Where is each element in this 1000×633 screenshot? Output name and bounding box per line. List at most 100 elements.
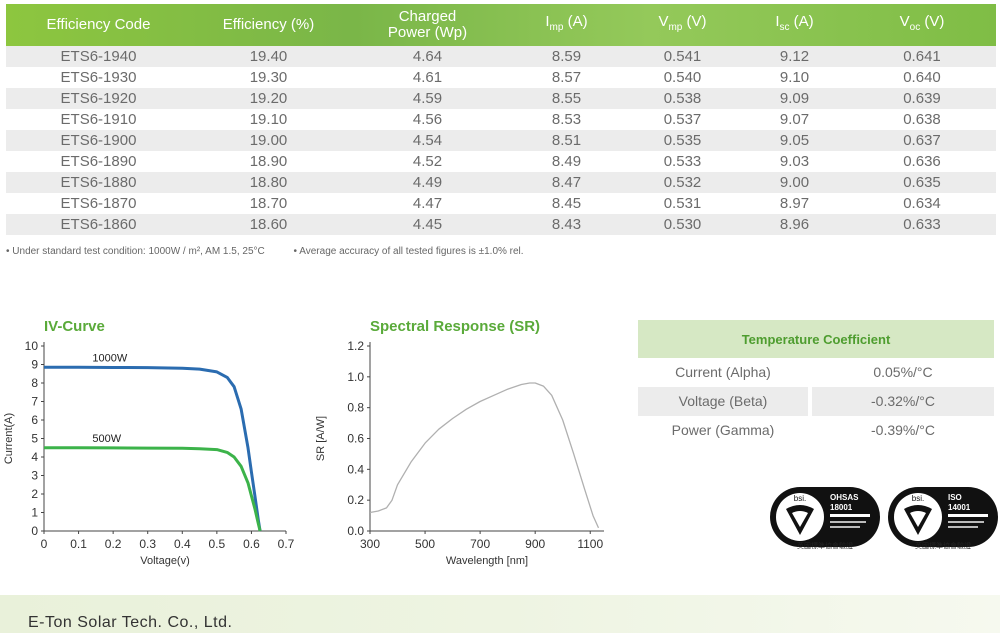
table-row: ETS6-1880 18.80 4.49 8.47 0.532 9.00 0.635	[6, 172, 996, 193]
temp-value-voltage: -0.32%/°C	[812, 387, 994, 416]
sr-chart-title: Spectral Response (SR)	[370, 318, 541, 335]
y-tick-label: 0	[31, 524, 38, 538]
y-tick-label: 10	[25, 339, 39, 353]
cell-voc: 0.637	[903, 132, 941, 149]
company-name: E-Ton Solar Tech. Co., Ltd.	[28, 614, 233, 631]
cell-isc: 9.09	[779, 90, 810, 107]
x-axis-label: Wavelength [nm]	[446, 555, 528, 567]
cell-isc: 9.07	[779, 111, 810, 128]
temp-label-voltage: Voltage (Beta)	[638, 387, 808, 416]
header-isc-unit: (A)	[789, 13, 814, 30]
ohsas-number: 18001	[830, 503, 853, 512]
series-line-1	[44, 446, 262, 532]
iso-number: 14001	[948, 503, 971, 512]
cell-efficiency-code: ETS6-1930	[60, 69, 137, 86]
x-axis-label: Voltage(v)	[140, 555, 190, 567]
bsi-caption-1: 英國標準協會驗證	[797, 543, 853, 550]
cell-imp: 8.45	[551, 195, 582, 212]
bsi-ohsas-badge: bsi. OHSAS 18001	[770, 487, 880, 547]
spec-table: Efficiency Code Efficiency (%) Charged P…	[6, 4, 996, 235]
table-row: ETS6-1870 18.70 4.47 8.45 0.531 8.97 0.634	[6, 193, 996, 214]
cell-imp: 8.49	[551, 153, 582, 170]
x-tick-label: 0.4	[174, 537, 191, 551]
cell-vmp: 0.540	[663, 69, 702, 86]
header-isc-sym: I	[775, 13, 780, 30]
cell-charged-power: 4.59	[412, 90, 443, 107]
cell-efficiency: 19.40	[249, 48, 288, 65]
table-row: ETS6-1890 18.90 4.52 8.49 0.533 9.03 0.636	[6, 151, 996, 172]
cell-vmp: 0.532	[663, 174, 702, 191]
x-tick-label: 0.1	[70, 537, 87, 551]
table-row: ETS6-1930 19.30 4.61 8.57 0.540 9.10 0.640	[6, 67, 996, 88]
cell-charged-power: 4.52	[412, 153, 443, 170]
bsi-caption-2: 英國標準協會驗證	[915, 543, 971, 550]
cell-efficiency-code: ETS6-1890	[60, 153, 137, 170]
temp-label-current: Current (Alpha)	[675, 364, 771, 380]
table-row: ETS6-1920 19.20 4.59 8.55 0.538 9.09 0.639	[6, 88, 996, 109]
temp-value-current: 0.05%/°C	[873, 364, 933, 380]
y-tick-label: 7	[31, 395, 38, 409]
header-imp-sym: I	[545, 13, 550, 30]
x-tick-label: 0.7	[278, 537, 295, 551]
cell-charged-power: 4.45	[412, 216, 443, 233]
cell-isc: 9.10	[779, 69, 810, 86]
cell-charged-power: 4.56	[412, 111, 443, 128]
cell-efficiency: 19.00	[249, 132, 288, 149]
cell-voc: 0.641	[903, 48, 941, 65]
x-tick-label: 300	[360, 537, 380, 551]
cell-voc: 0.635	[903, 174, 941, 191]
header-charged-power: Charged Power (Wp)	[346, 9, 509, 41]
x-tick-label: 500	[415, 537, 435, 551]
header-isc: Isc (A)	[741, 14, 848, 36]
cell-voc: 0.640	[903, 69, 941, 86]
cell-imp: 8.53	[551, 111, 582, 128]
y-tick-label: 1.2	[347, 339, 364, 353]
temp-row-current: Current (Alpha) 0.05%/°C	[638, 358, 994, 387]
y-tick-label: 0.2	[347, 493, 364, 507]
header-voc-unit: (V)	[920, 13, 945, 30]
x-tick-label: 0.2	[105, 537, 122, 551]
iv-chart-title: IV-Curve	[44, 318, 105, 335]
cell-vmp: 0.531	[663, 195, 702, 212]
ohsas-standard: OHSAS	[830, 493, 859, 502]
table-row: ETS6-1910 19.10 4.56 8.53 0.537 9.07 0.638	[6, 109, 996, 130]
bsi-iso-badge: bsi. ISO 14001	[888, 487, 998, 547]
header-vmp-sym: V	[658, 13, 669, 30]
cell-imp: 8.55	[551, 90, 582, 107]
cell-isc: 9.03	[779, 153, 810, 170]
cell-imp: 8.43	[551, 216, 582, 233]
cell-imp: 8.47	[551, 174, 582, 191]
cell-isc: 9.05	[779, 132, 810, 149]
spec-table-header: Efficiency Code Efficiency (%) Charged P…	[6, 4, 996, 46]
cell-voc: 0.633	[903, 216, 941, 233]
cell-vmp: 0.537	[663, 111, 702, 128]
x-tick-label: 1100	[577, 537, 603, 551]
cell-isc: 9.12	[779, 48, 810, 65]
cell-charged-power: 4.54	[412, 132, 443, 149]
y-tick-label: 1	[31, 506, 38, 520]
cell-efficiency: 18.80	[249, 174, 288, 191]
header-imp-unit: (A)	[563, 13, 588, 30]
cell-vmp: 0.535	[663, 132, 702, 149]
cell-isc: 8.96	[779, 216, 810, 233]
table-row: ETS6-1860 18.60 4.45 8.43 0.530 8.96 0.633	[6, 214, 996, 235]
y-tick-label: 3	[31, 469, 38, 483]
note-accuracy: • Average accuracy of all tested figures…	[293, 246, 524, 257]
x-tick-label: 900	[525, 537, 545, 551]
cell-vmp: 0.533	[663, 153, 702, 170]
x-tick-label: 0	[41, 537, 48, 551]
note-standard-test: • Under standard test condition: 1000W /…	[6, 246, 265, 257]
y-axis-label: Current(A)	[3, 413, 15, 464]
y-tick-label: 0.6	[347, 432, 364, 446]
y-tick-label: 0.0	[347, 524, 364, 538]
series-line-0	[369, 382, 600, 529]
header-voc-sub: oc	[909, 22, 921, 33]
table-row: ETS6-1940 19.40 4.64 8.59 0.541 9.12 0.641	[6, 46, 996, 67]
series-label: 500W	[92, 433, 121, 445]
footer-bar: E-Ton Solar Tech. Co., Ltd.	[0, 595, 1000, 633]
header-voc: Voc (V)	[848, 14, 996, 36]
temperature-coefficient-title: Temperature Coefficient	[638, 320, 994, 358]
x-tick-label: 0.3	[139, 537, 156, 551]
cell-efficiency-code: ETS6-1910	[60, 111, 137, 128]
y-tick-label: 5	[31, 432, 38, 446]
